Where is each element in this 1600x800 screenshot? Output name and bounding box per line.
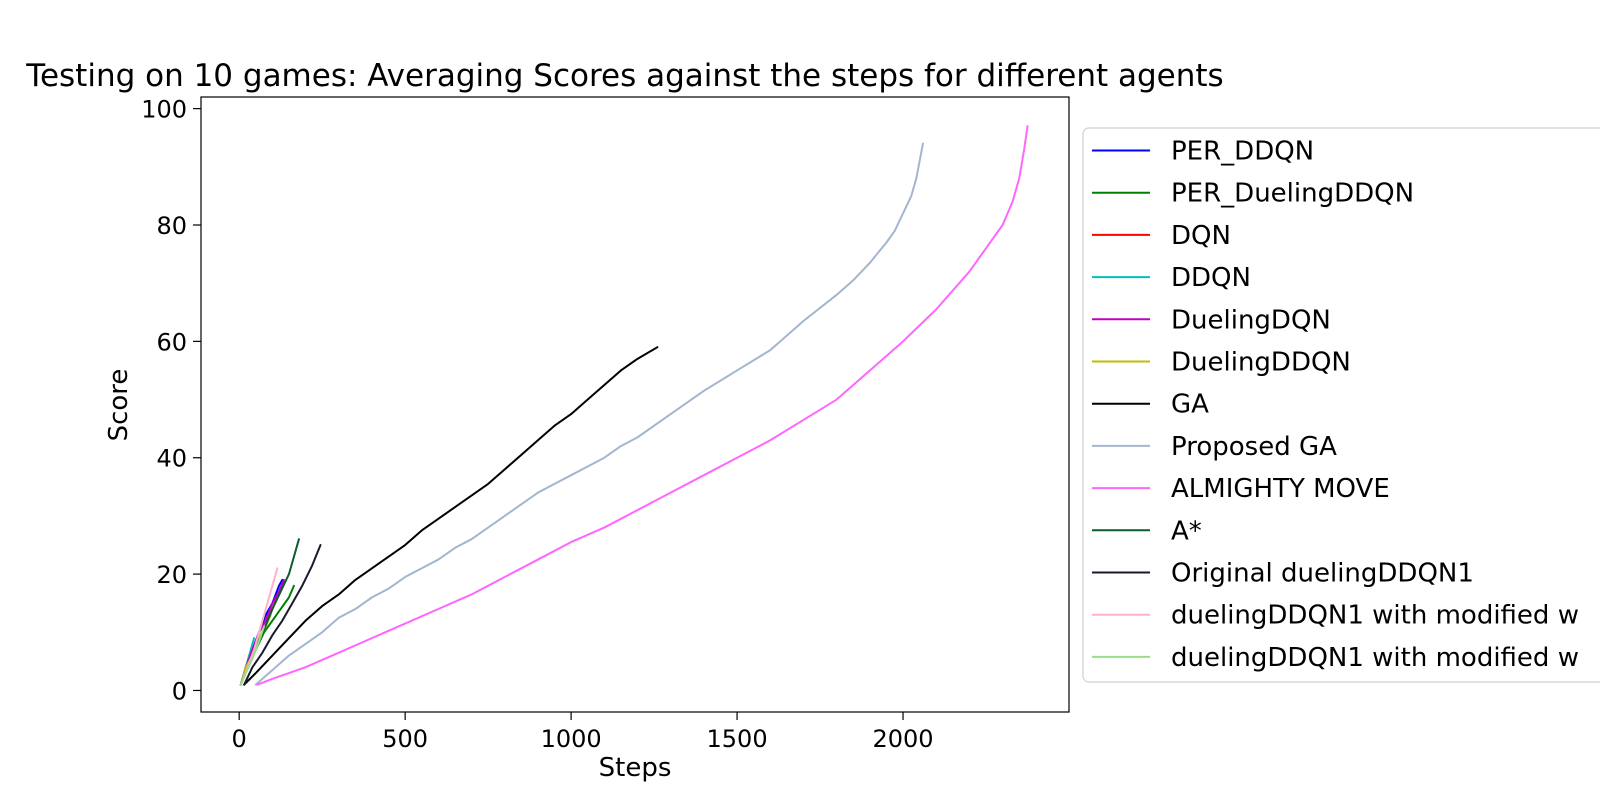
legend-item: A* (1092, 516, 1202, 546)
x-tick-label: 2000 (872, 725, 933, 753)
legend-item: duelingDDQN1 with modified w (1092, 643, 1579, 673)
y-axis-label: Score (104, 369, 134, 442)
legend-label: DuelingDQN (1171, 305, 1331, 335)
y-tick-label: 100 (141, 96, 187, 124)
legend-label: DuelingDDQN (1171, 348, 1351, 378)
legend-item: DuelingDDQN (1092, 348, 1351, 378)
series-line-13 (239, 625, 266, 686)
legend-item: DDQN (1092, 263, 1251, 293)
y-tick-label: 40 (156, 445, 187, 473)
legend-item: ALMIGHTY MOVE (1092, 474, 1390, 504)
legend-label: PER_DuelingDDQN (1171, 179, 1414, 209)
y-tick-label: 80 (156, 212, 187, 240)
x-axis-label: Steps (599, 753, 672, 783)
y-tick-label: 60 (156, 328, 187, 356)
chart-title: Testing on 10 games: Averaging Scores ag… (25, 58, 1223, 94)
legend-label: GA (1171, 390, 1209, 420)
x-tick-label: 500 (382, 725, 428, 753)
y-tick-label: 20 (156, 561, 187, 589)
series-line-8 (254, 142, 924, 686)
x-tick-label: 1000 (541, 725, 602, 753)
legend-item: GA (1092, 390, 1209, 420)
y-tick-label: 0 (172, 677, 187, 705)
plot-area (200, 96, 1070, 713)
x-tick-label: 0 (232, 725, 247, 753)
legend-label: ALMIGHTY MOVE (1171, 474, 1390, 504)
legend-item: Original duelingDDQN1 (1092, 559, 1474, 589)
legend-label: duelingDDQN1 with modified w (1171, 643, 1579, 673)
series-line-7 (243, 346, 659, 686)
legend-label: DQN (1171, 221, 1231, 251)
legend-item: PER_DDQN (1092, 137, 1314, 167)
legend-item: DQN (1092, 221, 1231, 251)
series-lines (239, 125, 1029, 686)
legend-item: Proposed GA (1092, 432, 1337, 462)
legend-item: duelingDDQN1 with modified w (1092, 601, 1579, 631)
legend-label: DDQN (1171, 263, 1251, 293)
legend: PER_DDQN PER_DuelingDDQN DQN DDQN DuelingDQN… (1082, 127, 1600, 683)
legend-label: Original duelingDDQN1 (1171, 559, 1474, 589)
legend-label: A* (1171, 516, 1202, 546)
legend-label: duelingDDQN1 with modified w (1171, 601, 1579, 631)
x-axis-ticks: 0 500 1000 1500 2000 (232, 712, 934, 753)
legend-label: PER_DDQN (1171, 137, 1314, 167)
legend-item: PER_DuelingDDQN (1092, 179, 1414, 209)
legend-box (1082, 127, 1600, 683)
x-tick-label: 1500 (707, 725, 768, 753)
series-line-9 (256, 125, 1029, 686)
legend-label: Proposed GA (1171, 432, 1337, 462)
legend-item: DuelingDQN (1092, 305, 1331, 335)
series-line-11 (243, 544, 322, 686)
y-axis-ticks: 0 20 40 60 80 100 (141, 96, 201, 705)
